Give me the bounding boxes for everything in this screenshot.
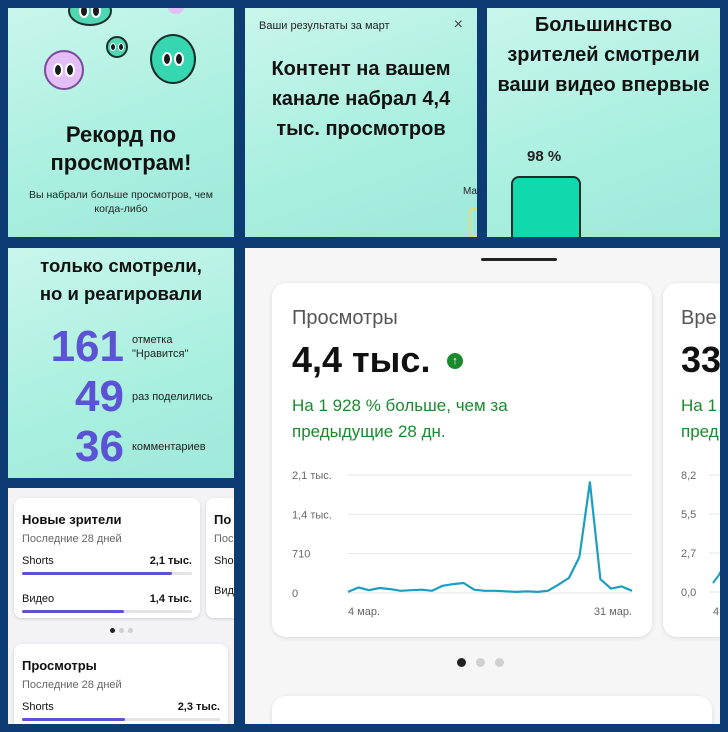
shares-count: 49 <box>75 372 124 421</box>
card-title: Просмотры <box>22 658 97 673</box>
y-tick-label: 5,5 <box>681 509 696 521</box>
video-row: Видео 1,4 тыс. <box>22 593 192 605</box>
dot[interactable] <box>127 628 133 633</box>
watch-time-series-line <box>712 570 720 584</box>
y-tick-label: 2,1 тыс. <box>292 470 332 482</box>
engagement-story-panel: только смотрели, но и реагировали 161 от… <box>8 248 234 478</box>
shares-stat: 49 раз поделились <box>28 372 213 422</box>
video-progress <box>22 610 192 613</box>
shorts-progress <box>22 572 192 575</box>
metric-value: 33 <box>681 339 720 380</box>
results-header: Ваши результаты за март <box>259 20 390 32</box>
y-tick-label: 8,2 <box>681 470 696 482</box>
next-item-label: Ма <box>462 186 477 197</box>
results-title: Контент на вашем канале набрал 4,4 тыс. … <box>271 58 451 140</box>
metric-value: 4,4 тыс. <box>292 339 431 380</box>
card-subtitle: Последние 28 дней <box>22 679 122 691</box>
x-tick-label: 4 <box>713 606 719 618</box>
x-tick-label: 4 мар. <box>348 606 380 618</box>
shorts-row: Shorts 2,1 тыс. <box>22 555 192 567</box>
views-line-chart: 2,1 тыс. 1,4 тыс. 710 0 4 мар. 31 мар. <box>292 470 633 618</box>
monthly-results-panel: Ваши результаты за март × Контент на ваш… <box>245 8 477 237</box>
record-subtitle: Вы набрали больше просмотров, чем когда-… <box>29 189 213 215</box>
shares-label: раз поделились <box>132 391 213 403</box>
next-item-box <box>469 208 477 237</box>
comments-count: 36 <box>75 422 124 471</box>
engagement-title: только смотрели, но и реагировали <box>39 255 203 304</box>
eyes-decoration-icon <box>150 34 196 84</box>
drag-handle[interactable] <box>481 258 557 261</box>
eyes-decoration-icon <box>168 8 184 14</box>
dot-active[interactable] <box>109 628 115 633</box>
card-subtitle: Последние 28 дней <box>22 533 122 545</box>
analytics-panel: Просмотры 4,4 тыс. ↑ На 1 928 % больше, … <box>245 248 720 724</box>
views-series-line <box>347 481 633 593</box>
watch-time-mini-chart: 8,2 5,5 2,7 0,0 4 <box>681 470 720 618</box>
views-metric-card[interactable]: Просмотры 4,4 тыс. ↑ На 1 928 % больше, … <box>272 283 652 637</box>
eyes-decoration-icon <box>106 36 128 58</box>
new-viewers-card[interactable]: Новые зрители Последние 28 дней Shorts 2,… <box>14 498 200 618</box>
new-viewers-bar <box>511 176 581 237</box>
metric-title: Вре <box>681 307 717 329</box>
record-title: Рекорд по просмотрам! <box>50 122 192 175</box>
x-tick-label: 31 мар. <box>594 606 632 618</box>
stats-cards-panel: Новые зрители Последние 28 дней Shorts 2,… <box>8 488 234 724</box>
metric-delta: На 1 928 % больше, чем за предыдущие 28 … <box>292 396 508 441</box>
next-metric-card[interactable] <box>272 696 712 724</box>
dot[interactable] <box>476 658 485 667</box>
likes-stat: 161 отметка "Нравится" <box>28 322 189 372</box>
y-tick-label: 1,4 тыс. <box>292 509 332 521</box>
arrow-up-icon: ↑ <box>447 353 463 369</box>
dot[interactable] <box>495 658 504 667</box>
new-viewers-percent: 98 % <box>527 148 562 165</box>
y-tick-label: 2,7 <box>681 548 696 560</box>
shorts-progress <box>22 718 220 721</box>
eyes-decoration-icon <box>68 8 112 26</box>
shorts-row: Shorts 2,3 тыс. <box>22 701 220 713</box>
dot-active[interactable] <box>457 658 466 667</box>
comments-stat: 36 комментариев <box>28 422 206 472</box>
likes-count: 161 <box>50 322 124 371</box>
new-viewers-title: Большинство зрителей смотрели ваши видео… <box>497 14 710 96</box>
likes-label: отметка "Нравится" <box>132 334 189 360</box>
close-icon[interactable]: × <box>453 16 463 33</box>
carousel-dots[interactable] <box>8 628 234 633</box>
card-title: Новые зрители <box>22 512 122 527</box>
comments-label: комментариев <box>132 441 206 453</box>
y-tick-label: 0,0 <box>681 587 696 599</box>
y-tick-label: 0 <box>292 588 298 600</box>
eyes-decoration-icon <box>44 50 84 90</box>
watch-time-card[interactable]: Вре 33 На 1 пред 8,2 5,5 2,7 0,0 4 <box>663 283 720 637</box>
dot[interactable] <box>118 628 124 633</box>
views-card[interactable]: Просмотры Последние 28 дней Shorts 2,3 ты… <box>14 644 228 724</box>
carousel-dots[interactable] <box>245 658 720 667</box>
y-tick-label: 710 <box>292 549 310 561</box>
record-story-panel: Рекорд по просмотрам! Вы набрали больше … <box>8 8 234 237</box>
new-viewers-story-panel: Большинство зрителей смотрели ваши видео… <box>487 8 720 237</box>
next-card[interactable]: По Пос Sho Вид <box>206 498 234 618</box>
metric-title: Просмотры <box>292 307 398 329</box>
metric-delta: На 1 пред <box>681 396 719 441</box>
